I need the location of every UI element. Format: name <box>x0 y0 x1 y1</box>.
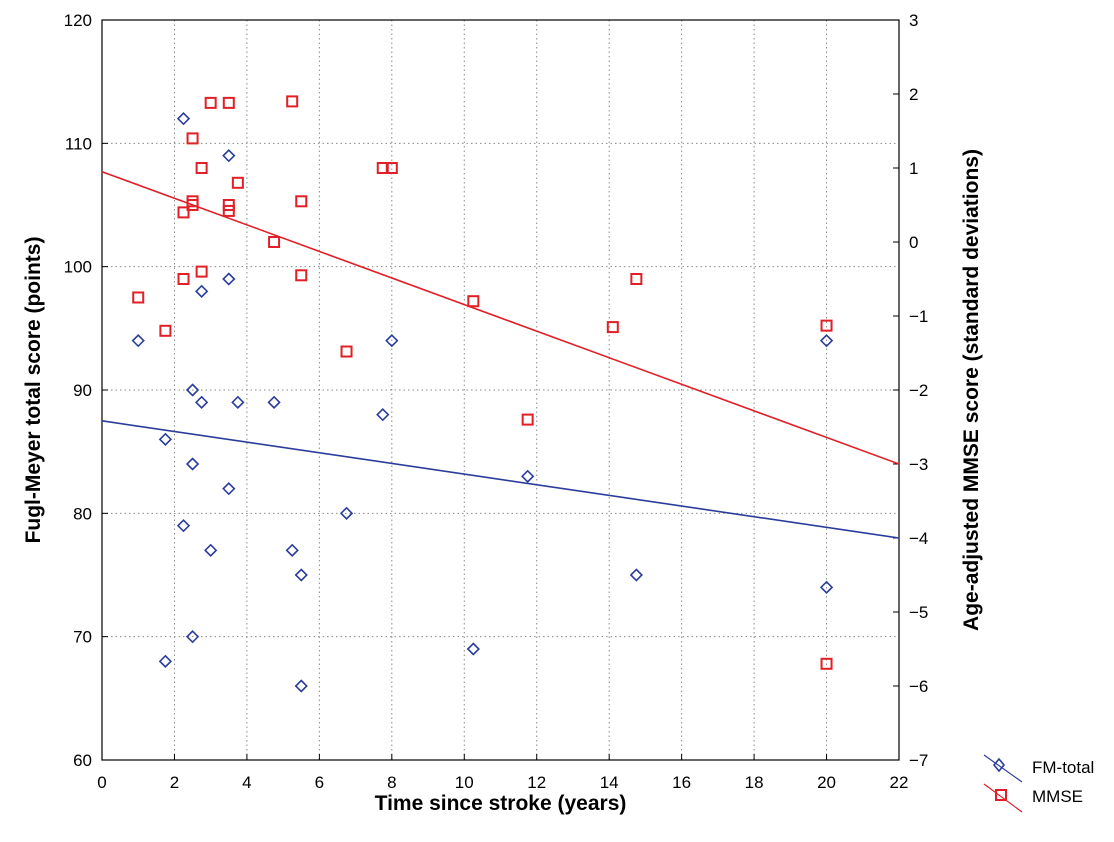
y-left-tick-label: 60 <box>73 751 92 770</box>
point-mmse <box>204 96 217 109</box>
point-fm-total <box>376 408 390 422</box>
y-right-tick-label: 0 <box>909 233 918 252</box>
legend-square-icon <box>995 789 1007 801</box>
point-fm-total <box>222 149 236 163</box>
trendline-fm-total <box>101 420 900 539</box>
y-right-tick-label: 3 <box>909 11 918 30</box>
point-fm-total <box>185 630 200 644</box>
y-left-tick-label: 100 <box>64 258 92 277</box>
point-fm-total <box>131 334 145 348</box>
x-tick-label: 20 <box>817 773 836 792</box>
point-mmse <box>295 269 308 282</box>
y-axis-left-title: Fugl-Meyer total score (points) <box>22 237 45 544</box>
y-right-tick-label: 2 <box>909 85 918 104</box>
grid <box>102 20 899 760</box>
point-mmse <box>268 236 281 248</box>
y-right-tick-label: −7 <box>909 751 928 770</box>
point-mmse <box>286 95 299 108</box>
y-axis-right-title: Age-adjusted MMSE score (standard deviat… <box>960 149 983 631</box>
legend-label-mmse: MMSE <box>1032 787 1083 806</box>
legend-diamond-icon <box>992 757 1006 773</box>
y-right-tick-label: 1 <box>909 159 918 178</box>
y-right-tick-label: −5 <box>909 603 928 622</box>
point-mmse <box>186 199 199 211</box>
x-axis-title: Time since stroke (years) <box>375 792 627 815</box>
point-fm-total <box>158 654 173 668</box>
point-fm-total <box>819 334 834 348</box>
point-mmse <box>222 96 235 109</box>
x-tick-label: 8 <box>387 773 396 792</box>
point-fm-total <box>176 519 191 533</box>
y-left-tick-label: 80 <box>73 504 92 523</box>
point-fm-total <box>285 543 299 557</box>
x-tick-label: 10 <box>455 773 474 792</box>
point-fm-total <box>204 543 218 557</box>
point-mmse <box>630 273 643 285</box>
point-mmse <box>222 204 235 217</box>
point-fm-total <box>294 679 308 693</box>
point-mmse <box>177 273 190 285</box>
point-mmse <box>820 319 833 332</box>
point-mmse <box>467 295 480 308</box>
point-mmse <box>231 176 244 189</box>
ticks: 0 2 4 6 8 10 12 14 16 18 20 2260708090100110120−7−6… <box>64 11 929 792</box>
x-tick-label: 12 <box>527 773 546 792</box>
point-fm-total <box>819 580 834 594</box>
y-right-tick-label: −4 <box>909 529 928 548</box>
legend: FM-total MMSE <box>983 754 1094 813</box>
point-fm-total <box>194 395 209 409</box>
legend-item-mmse: MMSE <box>983 783 1083 813</box>
point-fm-total <box>466 642 480 656</box>
point-mmse <box>195 265 208 278</box>
point-mmse <box>177 206 190 219</box>
y-right-tick-label: −6 <box>909 677 928 696</box>
point-fm-total <box>267 395 281 409</box>
y-left-tick-label: 110 <box>65 134 92 153</box>
x-tick-label: 2 <box>170 773 179 792</box>
y-left-tick-label: 70 <box>73 628 92 647</box>
point-fm-total <box>385 334 399 348</box>
point-mmse <box>521 413 534 426</box>
trendline-mmse <box>101 170 900 465</box>
legend-item-fm-total: FM-total <box>983 754 1094 783</box>
y-right-tick-label: −3 <box>909 455 928 474</box>
point-fm-total <box>194 284 209 298</box>
point-fm-total <box>158 432 173 446</box>
point-mmse <box>186 132 199 145</box>
point-mmse <box>820 657 833 670</box>
y-left-tick-label: 120 <box>64 11 92 30</box>
y-left-tick-label: 90 <box>73 381 92 400</box>
x-tick-label: 0 <box>97 773 106 792</box>
point-fm-total <box>231 395 245 409</box>
point-mmse <box>195 162 208 174</box>
markers <box>131 95 834 693</box>
point-fm-total <box>294 568 308 582</box>
point-mmse <box>295 195 308 208</box>
point-mmse <box>385 162 398 174</box>
x-tick-label: 14 <box>600 773 619 792</box>
y-right-tick-label: −2 <box>909 381 928 400</box>
point-mmse <box>132 291 145 304</box>
point-fm-total <box>222 482 236 496</box>
point-mmse <box>159 324 172 337</box>
x-tick-label: 16 <box>672 773 691 792</box>
y-right-tick-label: −1 <box>909 307 928 326</box>
point-fm-total <box>222 272 236 286</box>
x-tick-label: 6 <box>315 773 324 792</box>
x-tick-label: 18 <box>745 773 764 792</box>
x-tick-label: 4 <box>242 773 251 792</box>
point-fm-total <box>339 506 354 520</box>
point-mmse <box>340 345 353 358</box>
point-mmse <box>606 321 619 334</box>
x-tick-label: 22 <box>890 773 909 792</box>
trendlines <box>101 170 900 539</box>
point-fm-total <box>185 383 200 397</box>
point-fm-total <box>185 457 200 471</box>
point-fm-total <box>629 568 643 582</box>
point-fm-total <box>176 112 191 126</box>
point-fm-total <box>521 469 535 483</box>
legend-label-fm-total: FM-total <box>1032 758 1094 777</box>
